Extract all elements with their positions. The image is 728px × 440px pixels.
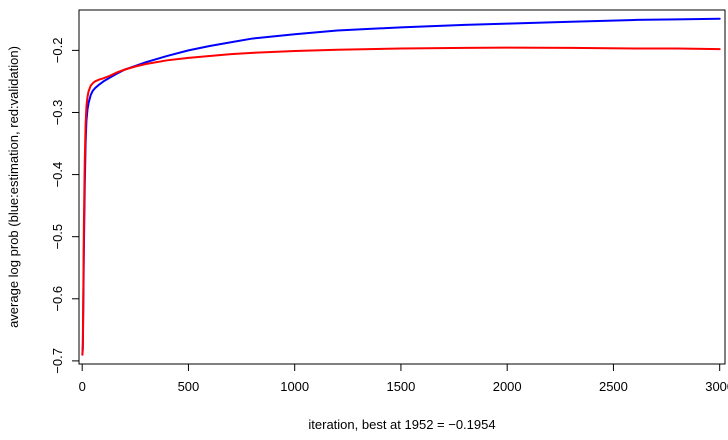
series-layer	[81, 17, 721, 356]
y-tick-label: −0.4	[50, 162, 65, 188]
y-tick-label: −0.3	[50, 100, 65, 126]
series-line-1	[81, 17, 721, 356]
series-line-2	[81, 46, 721, 356]
x-tick-label: 1500	[386, 379, 415, 394]
x-tick-label: 500	[178, 379, 200, 394]
x-tick-label: 0	[79, 379, 86, 394]
x-axis-title: iteration, best at 1952 = −0.1954	[308, 417, 495, 432]
x-tick-label: 3000	[705, 379, 728, 394]
x-tick-label: 2500	[599, 379, 628, 394]
y-tick-label: −0.7	[50, 348, 65, 374]
y-tick-label: −0.2	[50, 38, 65, 64]
y-axis-title: average log prob (blue:estimation, red:v…	[6, 46, 21, 328]
y-tick-label: −0.5	[50, 224, 65, 250]
y-axis: −0.7 −0.6 −0.5 −0.4 −0.3 −0.2	[50, 38, 79, 374]
plot-frame	[78, 9, 726, 365]
x-tick-label: 1000	[280, 379, 309, 394]
y-tick-label: −0.6	[50, 286, 65, 312]
x-axis: 0 500 1000 1500 2000 2500 3000	[79, 364, 728, 394]
x-tick-label: 2000	[493, 379, 522, 394]
